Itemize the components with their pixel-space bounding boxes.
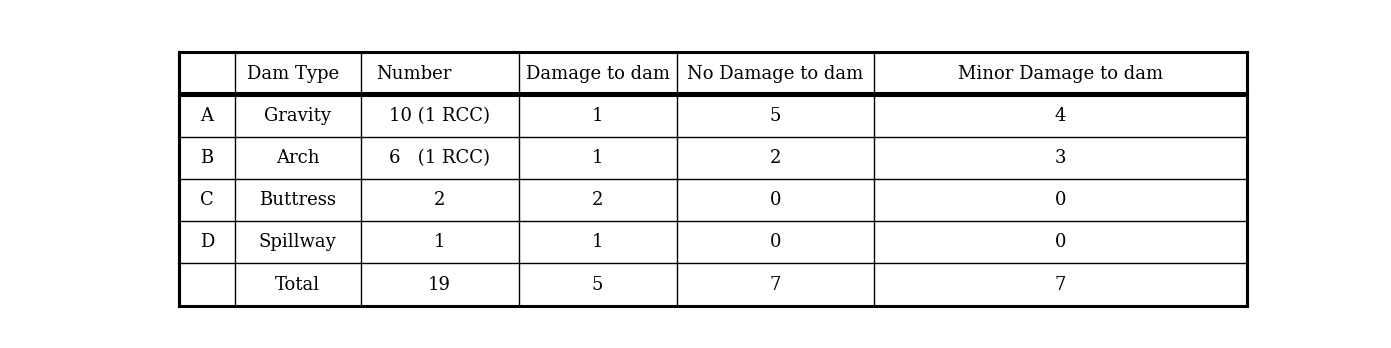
Text: Gravity: Gravity [264,107,331,125]
Text: 6   (1 RCC): 6 (1 RCC) [389,149,490,167]
Text: 1: 1 [593,149,604,167]
Text: Number: Number [377,65,452,82]
Text: 0: 0 [769,191,782,209]
Text: 4: 4 [1054,107,1066,125]
Text: Total: Total [275,276,320,294]
Text: Damage to dam: Damage to dam [526,65,669,82]
Text: 0: 0 [1054,234,1066,251]
Text: 1: 1 [593,234,604,251]
Text: D: D [200,234,214,251]
Text: Arch: Arch [275,149,320,167]
Text: Dam Type: Dam Type [248,65,339,82]
Text: Spillway: Spillway [259,234,337,251]
Text: 0: 0 [1054,191,1066,209]
Text: Minor Damage to dam: Minor Damage to dam [958,65,1163,82]
Text: 10 (1 RCC): 10 (1 RCC) [389,107,490,125]
Text: 7: 7 [769,276,780,294]
Text: 5: 5 [593,276,604,294]
Text: 2: 2 [593,191,604,209]
Text: 2: 2 [434,191,445,209]
Text: No Damage to dam: No Damage to dam [687,65,864,82]
Text: 5: 5 [769,107,780,125]
Text: 0: 0 [769,234,782,251]
Text: C: C [200,191,214,209]
Text: 3: 3 [1054,149,1066,167]
Text: Buttress: Buttress [259,191,337,209]
Text: 1: 1 [434,234,445,251]
Text: 1: 1 [593,107,604,125]
Text: A: A [200,107,213,125]
Text: B: B [200,149,214,167]
Text: 2: 2 [769,149,780,167]
Text: 7: 7 [1054,276,1066,294]
Text: 19: 19 [428,276,451,294]
